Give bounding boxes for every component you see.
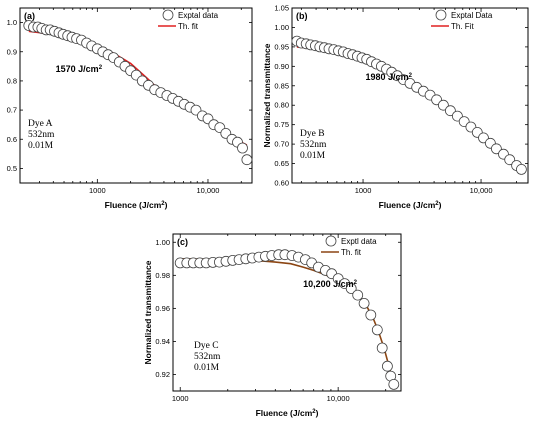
data-point <box>376 342 388 354</box>
y-tick-label: 0.90 <box>274 62 289 71</box>
chart-panel-c: 0.92 0.94 0.96 0.98 1.00 1000 10,000 Fluence (J… <box>143 233 402 418</box>
fluence-annotation: 10,200 J/cm2 <box>303 279 358 289</box>
y-tick-label: 0.6 <box>7 135 17 144</box>
legend-entry: Exptl data <box>341 237 377 246</box>
panel-label: (b) <box>296 11 308 21</box>
legend-entry: Th. Fit <box>451 22 474 31</box>
legend-entry: Exptal data <box>178 11 219 20</box>
x-tick-label: 1000 <box>172 394 189 403</box>
y-tick-label: 0.75 <box>274 120 289 129</box>
sample-note: 532nm <box>194 352 221 362</box>
data-point <box>345 283 357 294</box>
y-tick-label: 1.00 <box>155 238 170 247</box>
data-point <box>504 154 516 166</box>
sample-note: Dye B <box>300 129 325 139</box>
x-tick-label: 10,000 <box>196 186 219 195</box>
data-point <box>241 154 253 166</box>
sample-note: 0.01M <box>28 141 54 151</box>
legend-entry: Exptal Data <box>451 11 493 20</box>
y-tick-label: 0.94 <box>155 337 170 346</box>
sample-note: Dye C <box>194 341 219 351</box>
y-tick-label: 0.9 <box>7 47 17 56</box>
fluence-annotation: 1570 J/cm2 <box>56 64 103 74</box>
x-tick-label: 1000 <box>355 186 372 195</box>
chart-panel-b: 0.60 0.65 0.70 0.75 0.80 0.85 0.90 0.95 1.00 1.05… <box>262 4 529 210</box>
y-tick-label: 0.7 <box>7 106 17 115</box>
y-tick-label: 0.85 <box>274 81 289 90</box>
x-tick-label: 10,000 <box>327 394 350 403</box>
y-tick-label: 0.80 <box>274 101 289 110</box>
sample-note: 0.01M <box>194 363 220 373</box>
panel-label: (c) <box>177 237 188 247</box>
x-tick-label: 10,000 <box>470 186 493 195</box>
y-tick-label: 0.5 <box>7 164 17 173</box>
data-point <box>365 309 377 321</box>
sample-note: 532nm <box>300 140 327 150</box>
y-tick-label: 1.00 <box>274 23 289 32</box>
data-point <box>437 99 449 111</box>
x-tick-label: 1000 <box>89 186 106 195</box>
data-point <box>490 143 502 155</box>
legend: Exptal Data Th. Fit <box>431 9 493 31</box>
fluence-annotation: 1980 J/cm2 <box>366 72 413 82</box>
data-point <box>371 324 383 336</box>
legend-marker-icon <box>162 9 174 21</box>
panel-label: (a) <box>24 11 35 21</box>
x-axis-label: Fluence (J/cm2) <box>379 200 442 210</box>
data-point <box>381 360 393 372</box>
legend-entry: Th. fit <box>178 22 199 31</box>
legend-marker-icon <box>435 9 447 21</box>
y-tick-label: 0.8 <box>7 76 17 85</box>
legend: Exptal data Th. fit <box>158 9 219 31</box>
plot-area <box>291 7 529 184</box>
y-tick-label: 0.70 <box>274 140 289 149</box>
y-tick-label: 0.65 <box>274 159 289 168</box>
y-tick-label: 1.0 <box>7 18 17 27</box>
data-point <box>388 378 400 390</box>
legend: Exptl data Th. fit <box>321 235 377 257</box>
sample-note: Dye A <box>28 119 53 129</box>
y-tick-label: 0.96 <box>155 304 170 313</box>
y-tick-label: 0.98 <box>155 271 170 280</box>
y-tick-label: 0.60 <box>274 179 289 188</box>
data-point <box>352 289 364 301</box>
y-axis-label: Normalized transmittance <box>143 260 153 364</box>
y-tick-label: 1.05 <box>274 4 289 13</box>
legend-marker-icon <box>325 235 337 247</box>
x-axis-label: Fluence (J/cm2) <box>256 408 319 418</box>
data-point <box>237 142 248 154</box>
sample-note: 532nm <box>28 130 55 140</box>
y-axis-label: Normalized transmittance <box>262 43 272 147</box>
data-point <box>516 163 527 175</box>
legend-entry: Th. fit <box>341 248 362 257</box>
y-tick-label: 0.92 <box>155 370 170 379</box>
data-point <box>358 297 370 309</box>
sample-note: 0.01M <box>300 151 326 161</box>
chart-panel-a: 0.5 0.6 0.7 0.8 0.9 1.0 1000 10,000 Fluence (J/c… <box>7 7 253 210</box>
x-axis-label: Fluence (J/cm2) <box>105 200 168 210</box>
y-tick-label: 0.95 <box>274 42 289 51</box>
